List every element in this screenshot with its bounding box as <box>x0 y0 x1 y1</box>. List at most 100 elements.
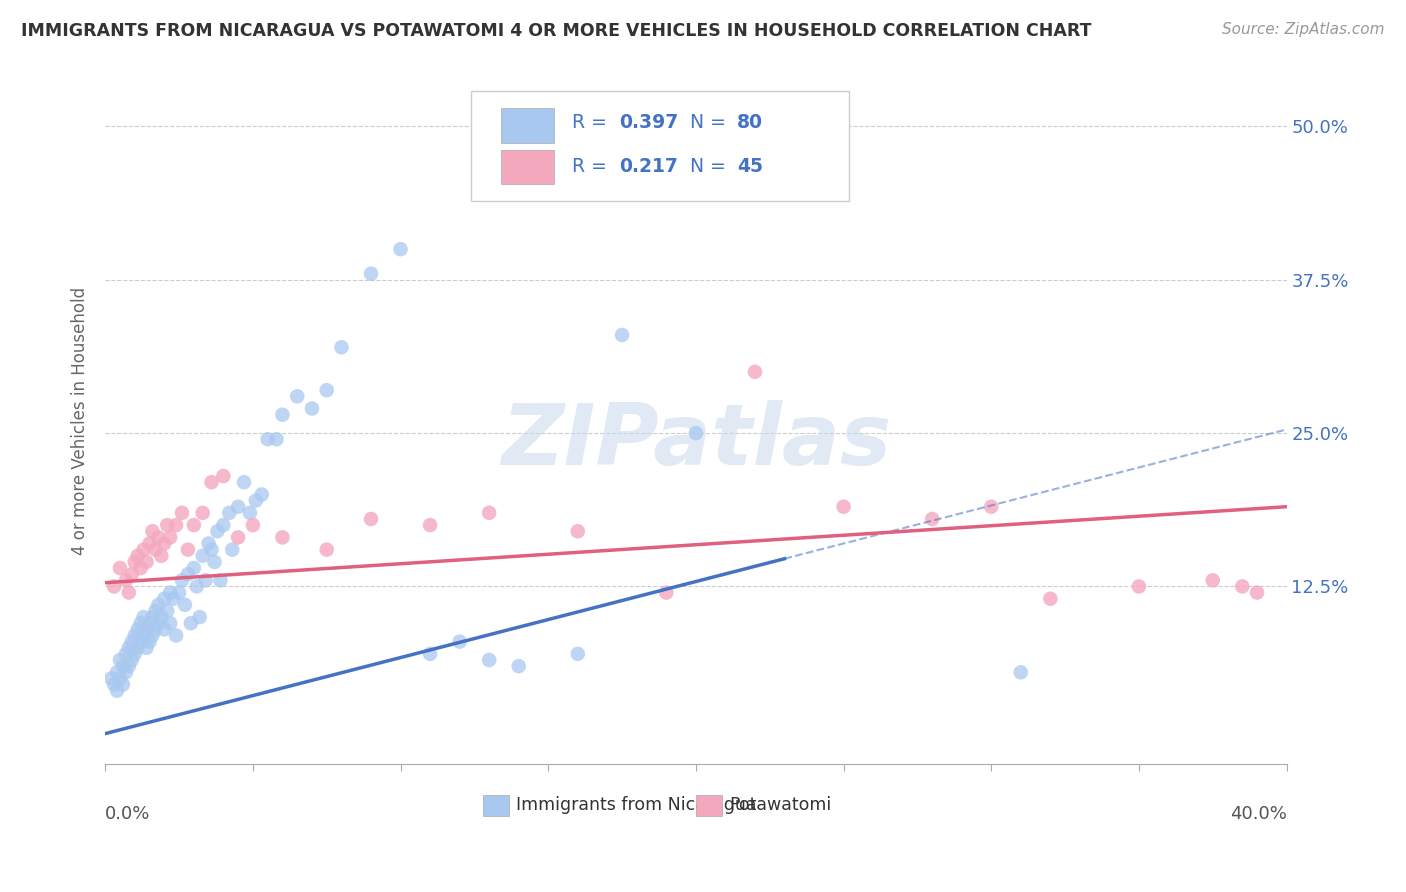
Point <box>221 542 243 557</box>
Point <box>121 567 143 582</box>
FancyBboxPatch shape <box>501 108 554 143</box>
Point <box>132 610 155 624</box>
Text: ZIPatlas: ZIPatlas <box>501 400 891 483</box>
Point <box>419 647 441 661</box>
Point <box>170 574 193 588</box>
FancyBboxPatch shape <box>696 795 721 816</box>
Point <box>167 585 190 599</box>
Point <box>103 677 125 691</box>
Point <box>132 628 155 642</box>
Point <box>141 524 163 539</box>
Point <box>1128 579 1150 593</box>
Point <box>100 672 122 686</box>
Point <box>170 506 193 520</box>
Point <box>105 665 128 680</box>
Point <box>1039 591 1062 606</box>
Text: R =: R = <box>572 157 613 177</box>
Point <box>159 585 181 599</box>
Point <box>145 604 167 618</box>
Point <box>162 591 184 606</box>
Point <box>330 340 353 354</box>
Point <box>508 659 530 673</box>
Point <box>212 518 235 533</box>
Text: Potawatomi: Potawatomi <box>728 796 831 814</box>
Point <box>186 579 208 593</box>
Point <box>129 616 152 631</box>
Point <box>360 512 382 526</box>
Point <box>159 530 181 544</box>
Point <box>233 475 256 490</box>
Point <box>115 647 138 661</box>
Point <box>138 616 160 631</box>
Point <box>1010 665 1032 680</box>
Point <box>148 530 170 544</box>
Point <box>153 591 176 606</box>
Point <box>832 500 855 514</box>
Point <box>159 616 181 631</box>
Text: 0.397: 0.397 <box>619 112 678 132</box>
Point <box>118 659 141 673</box>
Text: 80: 80 <box>737 112 763 132</box>
Point <box>148 616 170 631</box>
Point <box>567 647 589 661</box>
Point <box>141 610 163 624</box>
Point <box>153 623 176 637</box>
Point <box>124 628 146 642</box>
FancyBboxPatch shape <box>484 795 509 816</box>
Point <box>138 634 160 648</box>
Point <box>212 469 235 483</box>
Point <box>226 530 249 544</box>
Point <box>239 506 262 520</box>
Point <box>655 585 678 599</box>
Point <box>245 493 267 508</box>
Point <box>150 610 173 624</box>
Text: IMMIGRANTS FROM NICARAGUA VS POTAWATOMI 4 OR MORE VEHICLES IN HOUSEHOLD CORRELAT: IMMIGRANTS FROM NICARAGUA VS POTAWATOMI … <box>21 22 1091 40</box>
Text: Immigrants from Nicaragua: Immigrants from Nicaragua <box>516 796 756 814</box>
Point <box>177 542 200 557</box>
Point <box>111 677 134 691</box>
Point <box>145 542 167 557</box>
Point <box>204 555 226 569</box>
Point <box>153 536 176 550</box>
Point <box>103 579 125 593</box>
Y-axis label: 4 or more Vehicles in Household: 4 or more Vehicles in Household <box>72 287 89 555</box>
Point <box>478 506 501 520</box>
Point <box>1202 574 1225 588</box>
FancyBboxPatch shape <box>471 91 849 201</box>
Point <box>200 542 222 557</box>
Point <box>180 616 202 631</box>
Point <box>108 672 131 686</box>
Point <box>118 640 141 655</box>
Text: N =: N = <box>690 157 733 177</box>
Point <box>145 623 167 637</box>
Point <box>610 328 633 343</box>
Text: 45: 45 <box>737 157 763 177</box>
Point <box>271 408 294 422</box>
Point <box>209 574 232 588</box>
Point <box>148 598 170 612</box>
Point <box>218 506 240 520</box>
Point <box>315 542 337 557</box>
Point <box>115 574 138 588</box>
Point <box>124 647 146 661</box>
Point <box>449 634 471 648</box>
Point <box>183 518 205 533</box>
Point <box>132 542 155 557</box>
Point <box>188 610 211 624</box>
Point <box>207 524 229 539</box>
Point <box>266 432 288 446</box>
Point <box>111 659 134 673</box>
Point <box>301 401 323 416</box>
Point <box>183 561 205 575</box>
Point <box>197 536 219 550</box>
Text: 0.0%: 0.0% <box>105 805 150 823</box>
Point <box>105 683 128 698</box>
Point <box>921 512 943 526</box>
Point <box>165 628 187 642</box>
Point <box>744 365 766 379</box>
Point <box>285 389 308 403</box>
FancyBboxPatch shape <box>501 150 554 184</box>
Point <box>177 567 200 582</box>
Point <box>226 500 249 514</box>
Text: 40.0%: 40.0% <box>1230 805 1286 823</box>
